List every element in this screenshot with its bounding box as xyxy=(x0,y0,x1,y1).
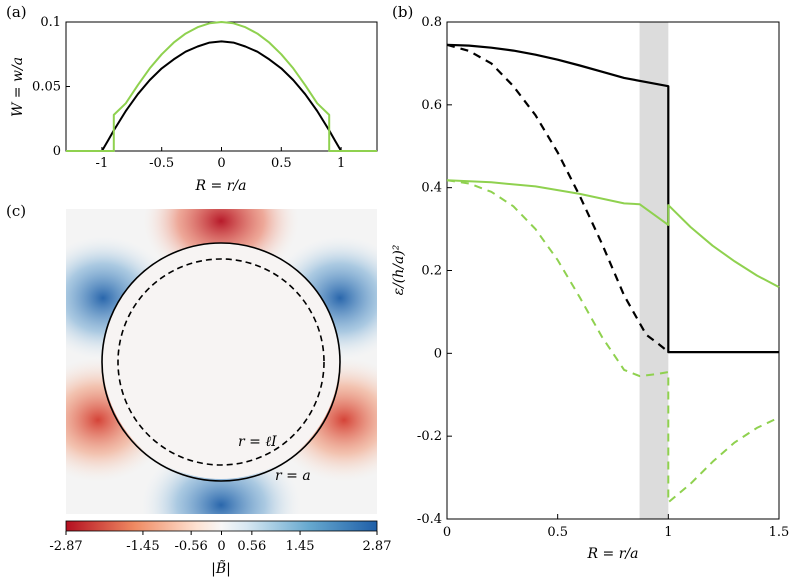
panel-label-c: (c) xyxy=(6,202,26,220)
panel-b-series-black-dashed xyxy=(446,43,666,351)
panel-b-xtick-label: 1.5 xyxy=(769,525,790,540)
panel-a-xtick-label: 0.5 xyxy=(271,156,292,171)
panel-a-ytick-label: 0.05 xyxy=(32,80,61,95)
panel-b-xtick-label: 0.5 xyxy=(547,525,568,540)
outer-circle-r-a xyxy=(101,242,341,482)
panel-b-ytick-label: 0.4 xyxy=(421,181,442,196)
panel-b-ytick-label: 0.8 xyxy=(421,15,442,30)
panel-b-xtick-label: 1 xyxy=(664,525,672,540)
panel-b-ytick-label: 0 xyxy=(434,346,442,361)
colorbar-tick-label: 0.56 xyxy=(237,539,266,554)
colorbar-tick-label: -1.45 xyxy=(126,539,159,554)
panel-a-xtick-label: -0.5 xyxy=(149,156,174,171)
panel-b-xtick-label: 0 xyxy=(443,525,451,540)
heatmap-interior xyxy=(103,243,339,479)
colorbar-label: |B̃| xyxy=(211,559,231,577)
panel-a-ylabel: W = w/a xyxy=(10,57,26,117)
panel-a-ytick-label: 0 xyxy=(53,144,61,159)
annotation-r-a: r = a xyxy=(275,468,311,484)
colorbar xyxy=(65,520,378,532)
panel-label-a: (a) xyxy=(6,3,27,21)
panel-b-xlabel: R = r/a xyxy=(587,546,639,562)
panel-b-chart: 0 0.5 1 1.5 -0.4 -0.2 0 0.2 0.4 0.6 0.8 R = r/a ε/… xyxy=(391,15,789,562)
annotation-r-ell-i: r = ℓI xyxy=(238,434,277,450)
panel-label-b: (b) xyxy=(392,3,413,21)
panel-b-ytick-label: -0.2 xyxy=(417,429,442,444)
panel-b-series-green-solid xyxy=(446,179,780,288)
panel-b-ytick-label: 0.6 xyxy=(421,98,442,113)
colorbar-tick-label: 0 xyxy=(217,539,225,554)
panel-b-ytick-label: -0.4 xyxy=(417,512,442,527)
colorbar-tick-label: -2.87 xyxy=(49,539,82,554)
panel-b-series-green-dashed xyxy=(446,179,780,504)
panel-a-xlabel: R = r/a xyxy=(195,178,247,194)
panel-b-series-black-solid xyxy=(446,43,779,354)
panel-a-chart: -1 -0.5 0 0.5 1 0 0.05 0.1 R = r/a W = w/a xyxy=(10,15,378,194)
panel-c-heatmap: r = ℓI r = a -2.87 -1.45 -0.56 0 0.56 1.45 2.8… xyxy=(49,209,392,577)
inner-dashed-circle-r-lI xyxy=(117,258,325,466)
panel-b-ylabel: ε/(h/a)² xyxy=(391,244,407,295)
colorbar-tick-label: 2.87 xyxy=(363,539,392,554)
panel-a-xtick-label: 1 xyxy=(337,156,345,171)
panel-b-shaded-band xyxy=(639,22,669,519)
colorbar-tick-label: 1.45 xyxy=(286,539,315,554)
panel-b-ytick-label: 0.2 xyxy=(421,264,442,279)
panel-a-series-black xyxy=(66,40,377,152)
panel-a-ytick-label: 0.1 xyxy=(40,15,61,30)
panel-a-xtick-label: -1 xyxy=(96,156,109,171)
panel-a-xtick-label: 0 xyxy=(217,156,225,171)
colorbar-tick-label: -0.56 xyxy=(174,539,207,554)
panel-a-series-green xyxy=(66,21,377,152)
panel-b-frame xyxy=(446,21,780,520)
